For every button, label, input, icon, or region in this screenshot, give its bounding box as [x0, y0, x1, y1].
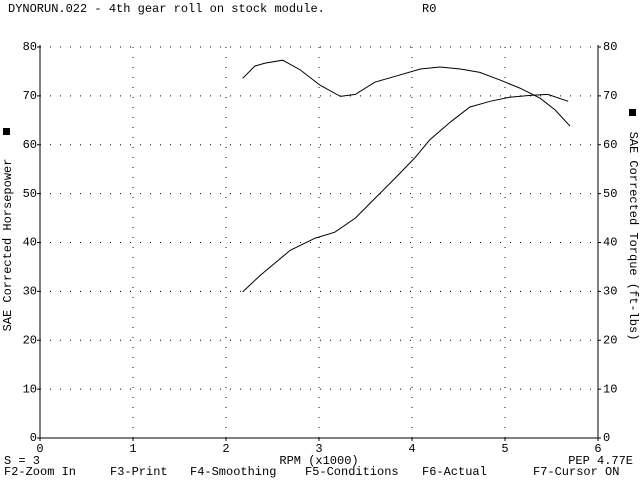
y2-tick-label: 80: [603, 40, 617, 54]
y-tick-label: 40: [23, 236, 37, 250]
function-key: F6-Actual: [422, 465, 487, 479]
y2-tick-label: 50: [603, 187, 617, 201]
y2-tick-label: 20: [603, 333, 617, 347]
y-tick-label: 70: [23, 89, 37, 103]
y2-tick-label: 60: [603, 138, 617, 152]
x-axis-label: RPM (x1000): [279, 454, 358, 468]
function-key: F3-Print: [110, 465, 168, 479]
function-key: F4-Smoothing: [190, 465, 276, 479]
y-tick-label: 10: [23, 382, 37, 396]
y2-tick-label: 0: [603, 431, 610, 445]
y-tick-label: 80: [23, 40, 37, 54]
status: S = 3: [4, 454, 40, 468]
y-tick-label: 0: [30, 431, 37, 445]
y-axis-marker: [3, 128, 10, 135]
y2-tick-label: 40: [603, 236, 617, 250]
curve: [242, 59, 571, 127]
x-tick-label: 4: [408, 442, 415, 456]
function-key: F7-Cursor ON: [533, 465, 619, 479]
y-tick-label: 60: [23, 138, 37, 152]
y-tick-label: 50: [23, 187, 37, 201]
y2-axis-marker: [629, 109, 636, 116]
y2-tick-label: 70: [603, 89, 617, 103]
y-tick-label: 20: [23, 333, 37, 347]
x-tick-label: 2: [222, 442, 229, 456]
x-tick-label: 0: [36, 442, 43, 456]
x-tick-label: 6: [594, 442, 601, 456]
y2-tick-label: 30: [603, 285, 617, 299]
pep: PEP 4.77E: [568, 454, 633, 468]
x-tick-label: 3: [315, 442, 322, 456]
curve: [242, 93, 569, 293]
y2-tick-label: 10: [603, 382, 617, 396]
chart-title: DYNORUN.022 - 4th gear roll on stock mod…: [8, 2, 325, 16]
function-key: F5-Conditions: [305, 465, 399, 479]
y-tick-label: 30: [23, 285, 37, 299]
x-tick-label: 5: [501, 442, 508, 456]
x-tick-label: 1: [129, 442, 136, 456]
function-key: F2-Zoom In: [4, 465, 76, 479]
run-label: R0: [422, 2, 436, 16]
y-axis-label: SAE Corrected Horsepower: [1, 159, 15, 332]
y2-axis-label: SAE Corrected Torque (ft-lbs): [626, 132, 640, 341]
